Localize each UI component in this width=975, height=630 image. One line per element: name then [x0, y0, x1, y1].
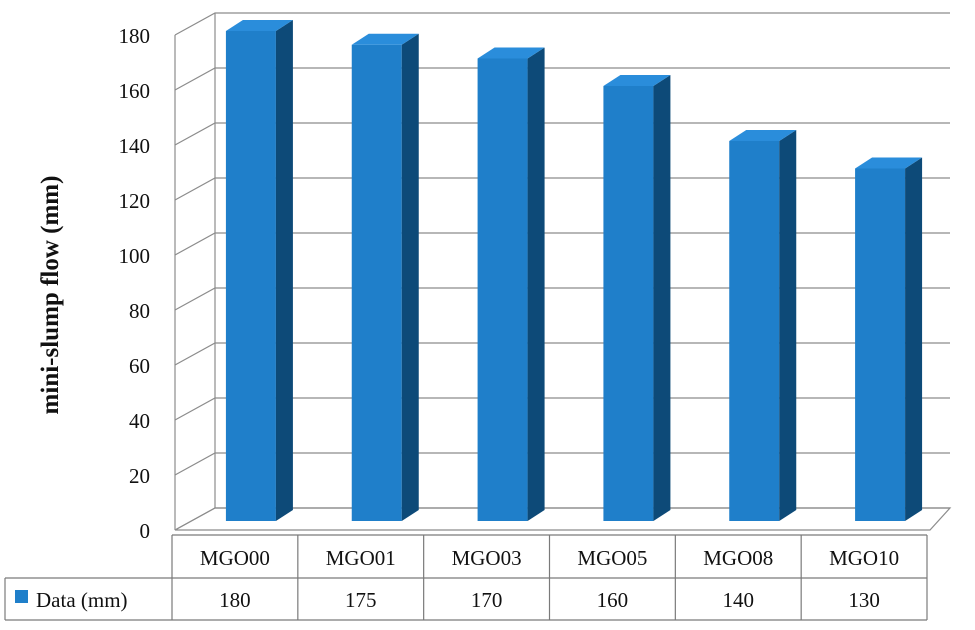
y-axis-ticks: 0 20 40 60 80 100 120 140 160 180: [119, 24, 151, 543]
bar-front: [225, 31, 276, 521]
y-tick-label: 80: [129, 299, 150, 323]
bar-front: [477, 58, 528, 521]
x-category-label: MGO05: [577, 546, 647, 570]
x-category-label: MGO10: [829, 546, 899, 570]
bar-top: [225, 20, 293, 31]
x-category-label: MGO01: [326, 546, 396, 570]
x-category-label: MGO08: [703, 546, 773, 570]
gridline: [174, 507, 950, 531]
bar-front: [729, 141, 780, 521]
y-tick-label: 120: [119, 189, 151, 213]
y-tick-label: 160: [119, 79, 151, 103]
bars-layer: [225, 20, 923, 521]
y-tick-label: 20: [129, 464, 150, 488]
data-value-label: 130: [848, 588, 880, 612]
y-tick-label: 180: [119, 24, 151, 48]
bar-top: [351, 33, 419, 45]
bar-side: [653, 75, 671, 521]
bar-top: [729, 130, 797, 141]
y-tick-label: 100: [119, 244, 151, 268]
bar-side: [401, 33, 419, 521]
legend-key-swatch: [15, 590, 28, 603]
data-value-label: 180: [219, 588, 251, 612]
data-value-label: 175: [345, 588, 377, 612]
bar-top: [477, 47, 545, 59]
legend-label: Data (mm): [36, 588, 128, 612]
bar-top: [603, 75, 671, 86]
data-table: MGO00 180 MGO01 175 MGO03 170 MGO05 160 MGO08 140…: [4, 534, 928, 621]
bar-side: [527, 47, 545, 521]
y-tick-label: 40: [129, 409, 150, 433]
y-tick-label: 60: [129, 354, 150, 378]
bar-front: [603, 86, 654, 521]
bar-side: [905, 157, 923, 521]
data-value-label: 160: [597, 588, 629, 612]
x-category-label: MGO00: [200, 546, 270, 570]
bar-side: [275, 20, 293, 521]
y-axis-label: mini-slump flow (mm): [37, 176, 64, 415]
grid-layer: [174, 12, 952, 531]
y-tick-label: 0: [140, 519, 151, 543]
bar-front: [351, 44, 402, 521]
data-value-label: 140: [723, 588, 755, 612]
y-tick-label: 140: [119, 134, 151, 158]
bar-front: [855, 168, 906, 521]
floor: [174, 507, 952, 531]
bar-side: [779, 130, 797, 521]
data-value-label: 170: [471, 588, 503, 612]
bar-top: [855, 157, 923, 169]
x-category-label: MGO03: [452, 546, 522, 570]
